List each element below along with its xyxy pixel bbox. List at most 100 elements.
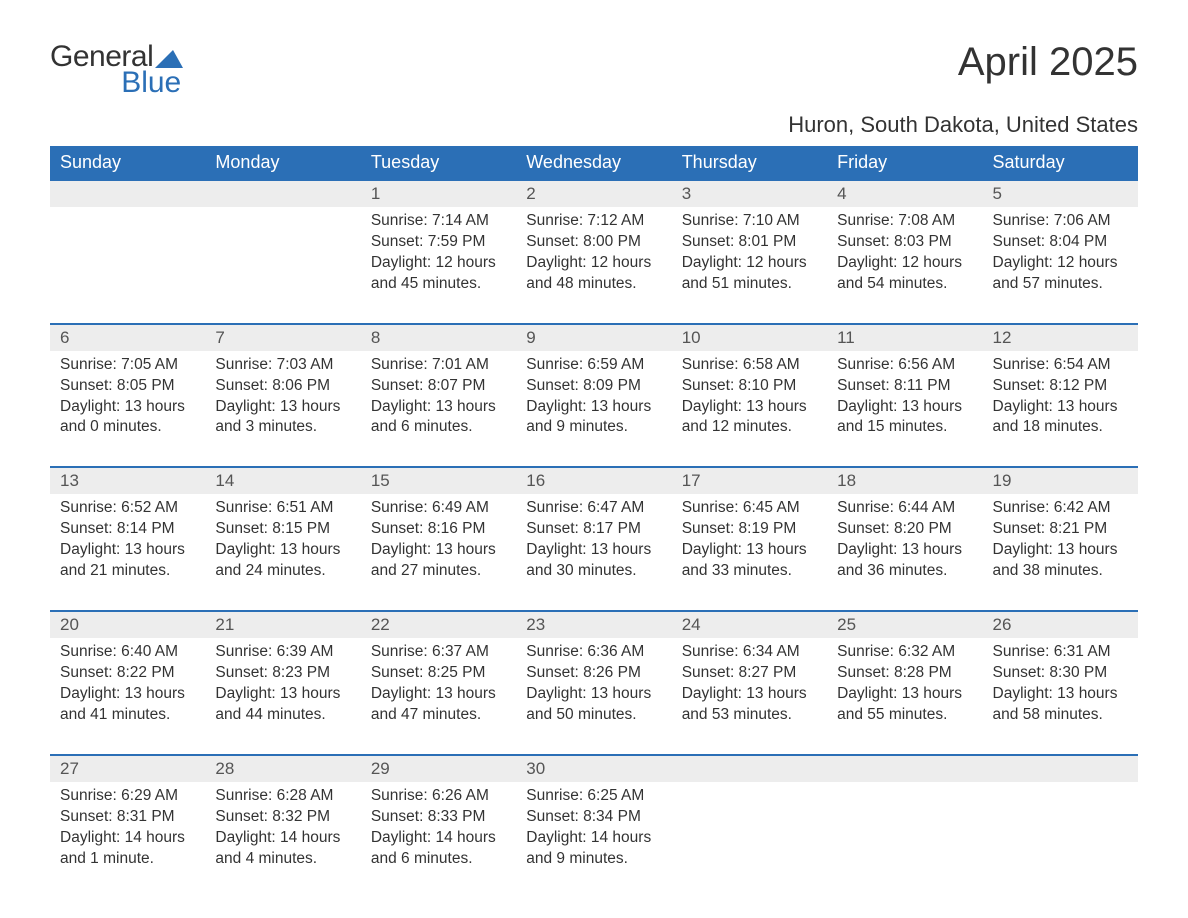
- daylight-text: Daylight: 13 hours and 15 minutes.: [837, 397, 972, 439]
- day-number: 8: [361, 324, 516, 351]
- sunset-text: Sunset: 8:19 PM: [682, 519, 817, 540]
- daylight-text: Daylight: 13 hours and 33 minutes.: [682, 540, 817, 582]
- day-cell: Sunrise: 6:45 AMSunset: 8:19 PMDaylight:…: [672, 494, 827, 611]
- day-cell: [827, 782, 982, 880]
- day-cell: Sunrise: 7:14 AMSunset: 7:59 PMDaylight:…: [361, 207, 516, 324]
- sunset-text: Sunset: 7:59 PM: [371, 232, 506, 253]
- daylight-text: Daylight: 13 hours and 12 minutes.: [682, 397, 817, 439]
- daylight-text: Daylight: 13 hours and 24 minutes.: [215, 540, 350, 582]
- day-number: 22: [361, 611, 516, 638]
- sunset-text: Sunset: 8:21 PM: [993, 519, 1128, 540]
- day-cell: Sunrise: 6:58 AMSunset: 8:10 PMDaylight:…: [672, 351, 827, 468]
- sunset-text: Sunset: 8:30 PM: [993, 663, 1128, 684]
- sunrise-text: Sunrise: 7:01 AM: [371, 355, 506, 376]
- day-cell: Sunrise: 6:51 AMSunset: 8:15 PMDaylight:…: [205, 494, 360, 611]
- sunrise-text: Sunrise: 6:52 AM: [60, 498, 195, 519]
- daylight-text: Daylight: 14 hours and 9 minutes.: [526, 828, 661, 870]
- day-number: 23: [516, 611, 671, 638]
- sunset-text: Sunset: 8:05 PM: [60, 376, 195, 397]
- day-number: 27: [50, 755, 205, 782]
- sunrise-text: Sunrise: 6:42 AM: [993, 498, 1128, 519]
- sunrise-text: Sunrise: 6:56 AM: [837, 355, 972, 376]
- day-number: 29: [361, 755, 516, 782]
- day-cell: Sunrise: 6:54 AMSunset: 8:12 PMDaylight:…: [983, 351, 1138, 468]
- day-cell: [672, 782, 827, 880]
- sunrise-text: Sunrise: 6:32 AM: [837, 642, 972, 663]
- sunrise-text: Sunrise: 6:58 AM: [682, 355, 817, 376]
- day-cell: [50, 207, 205, 324]
- daylight-text: Daylight: 13 hours and 50 minutes.: [526, 684, 661, 726]
- sunset-text: Sunset: 8:31 PM: [60, 807, 195, 828]
- daylight-text: Daylight: 13 hours and 55 minutes.: [837, 684, 972, 726]
- sunset-text: Sunset: 8:25 PM: [371, 663, 506, 684]
- sunrise-text: Sunrise: 7:06 AM: [993, 211, 1128, 232]
- day-number: [205, 180, 360, 207]
- daylight-text: Daylight: 12 hours and 45 minutes.: [371, 253, 506, 295]
- day-cell: Sunrise: 7:08 AMSunset: 8:03 PMDaylight:…: [827, 207, 982, 324]
- day-cell: Sunrise: 6:49 AMSunset: 8:16 PMDaylight:…: [361, 494, 516, 611]
- day-number: [672, 755, 827, 782]
- sunrise-text: Sunrise: 7:05 AM: [60, 355, 195, 376]
- day-number: 2: [516, 180, 671, 207]
- day-cell: Sunrise: 7:10 AMSunset: 8:01 PMDaylight:…: [672, 207, 827, 324]
- day-cell: Sunrise: 6:29 AMSunset: 8:31 PMDaylight:…: [50, 782, 205, 880]
- day-number: 24: [672, 611, 827, 638]
- day-data-row: Sunrise: 7:14 AMSunset: 7:59 PMDaylight:…: [50, 207, 1138, 324]
- weekday-header: Friday: [827, 146, 982, 180]
- sunset-text: Sunset: 8:17 PM: [526, 519, 661, 540]
- daylight-text: Daylight: 13 hours and 36 minutes.: [837, 540, 972, 582]
- sunrise-text: Sunrise: 7:12 AM: [526, 211, 661, 232]
- daylight-text: Daylight: 12 hours and 48 minutes.: [526, 253, 661, 295]
- day-number-row: 12345: [50, 180, 1138, 207]
- sunrise-text: Sunrise: 6:28 AM: [215, 786, 350, 807]
- sunset-text: Sunset: 8:33 PM: [371, 807, 506, 828]
- weekday-header: Thursday: [672, 146, 827, 180]
- day-number: 5: [983, 180, 1138, 207]
- day-number: 16: [516, 467, 671, 494]
- day-cell: Sunrise: 6:56 AMSunset: 8:11 PMDaylight:…: [827, 351, 982, 468]
- sunrise-text: Sunrise: 6:49 AM: [371, 498, 506, 519]
- day-number: [827, 755, 982, 782]
- sunrise-text: Sunrise: 6:47 AM: [526, 498, 661, 519]
- day-cell: Sunrise: 6:25 AMSunset: 8:34 PMDaylight:…: [516, 782, 671, 880]
- daylight-text: Daylight: 12 hours and 51 minutes.: [682, 253, 817, 295]
- logo-word-blue: Blue: [121, 66, 181, 100]
- daylight-text: Daylight: 14 hours and 4 minutes.: [215, 828, 350, 870]
- day-data-row: Sunrise: 7:05 AMSunset: 8:05 PMDaylight:…: [50, 351, 1138, 468]
- day-number: 17: [672, 467, 827, 494]
- sunset-text: Sunset: 8:00 PM: [526, 232, 661, 253]
- sunset-text: Sunset: 8:10 PM: [682, 376, 817, 397]
- daylight-text: Daylight: 13 hours and 58 minutes.: [993, 684, 1128, 726]
- day-cell: [205, 207, 360, 324]
- day-cell: Sunrise: 7:12 AMSunset: 8:00 PMDaylight:…: [516, 207, 671, 324]
- sunset-text: Sunset: 8:09 PM: [526, 376, 661, 397]
- daylight-text: Daylight: 13 hours and 27 minutes.: [371, 540, 506, 582]
- day-number: 13: [50, 467, 205, 494]
- sunrise-text: Sunrise: 6:44 AM: [837, 498, 972, 519]
- day-cell: Sunrise: 6:59 AMSunset: 8:09 PMDaylight:…: [516, 351, 671, 468]
- day-number: [983, 755, 1138, 782]
- day-cell: Sunrise: 6:28 AMSunset: 8:32 PMDaylight:…: [205, 782, 360, 880]
- sunrise-text: Sunrise: 6:29 AM: [60, 786, 195, 807]
- logo: General Blue: [50, 40, 183, 100]
- header: General Blue April 2025: [50, 40, 1138, 100]
- daylight-text: Daylight: 13 hours and 0 minutes.: [60, 397, 195, 439]
- day-number: 25: [827, 611, 982, 638]
- day-number: 4: [827, 180, 982, 207]
- day-number: 1: [361, 180, 516, 207]
- sunset-text: Sunset: 8:16 PM: [371, 519, 506, 540]
- sunrise-text: Sunrise: 6:26 AM: [371, 786, 506, 807]
- sunrise-text: Sunrise: 6:25 AM: [526, 786, 661, 807]
- day-number: 6: [50, 324, 205, 351]
- day-cell: Sunrise: 6:26 AMSunset: 8:33 PMDaylight:…: [361, 782, 516, 880]
- month-title: April 2025: [958, 40, 1138, 85]
- sunrise-text: Sunrise: 6:31 AM: [993, 642, 1128, 663]
- weekday-header: Monday: [205, 146, 360, 180]
- day-number: 20: [50, 611, 205, 638]
- daylight-text: Daylight: 12 hours and 54 minutes.: [837, 253, 972, 295]
- sunset-text: Sunset: 8:32 PM: [215, 807, 350, 828]
- day-number: 30: [516, 755, 671, 782]
- day-cell: Sunrise: 6:34 AMSunset: 8:27 PMDaylight:…: [672, 638, 827, 755]
- daylight-text: Daylight: 13 hours and 53 minutes.: [682, 684, 817, 726]
- sunrise-text: Sunrise: 6:51 AM: [215, 498, 350, 519]
